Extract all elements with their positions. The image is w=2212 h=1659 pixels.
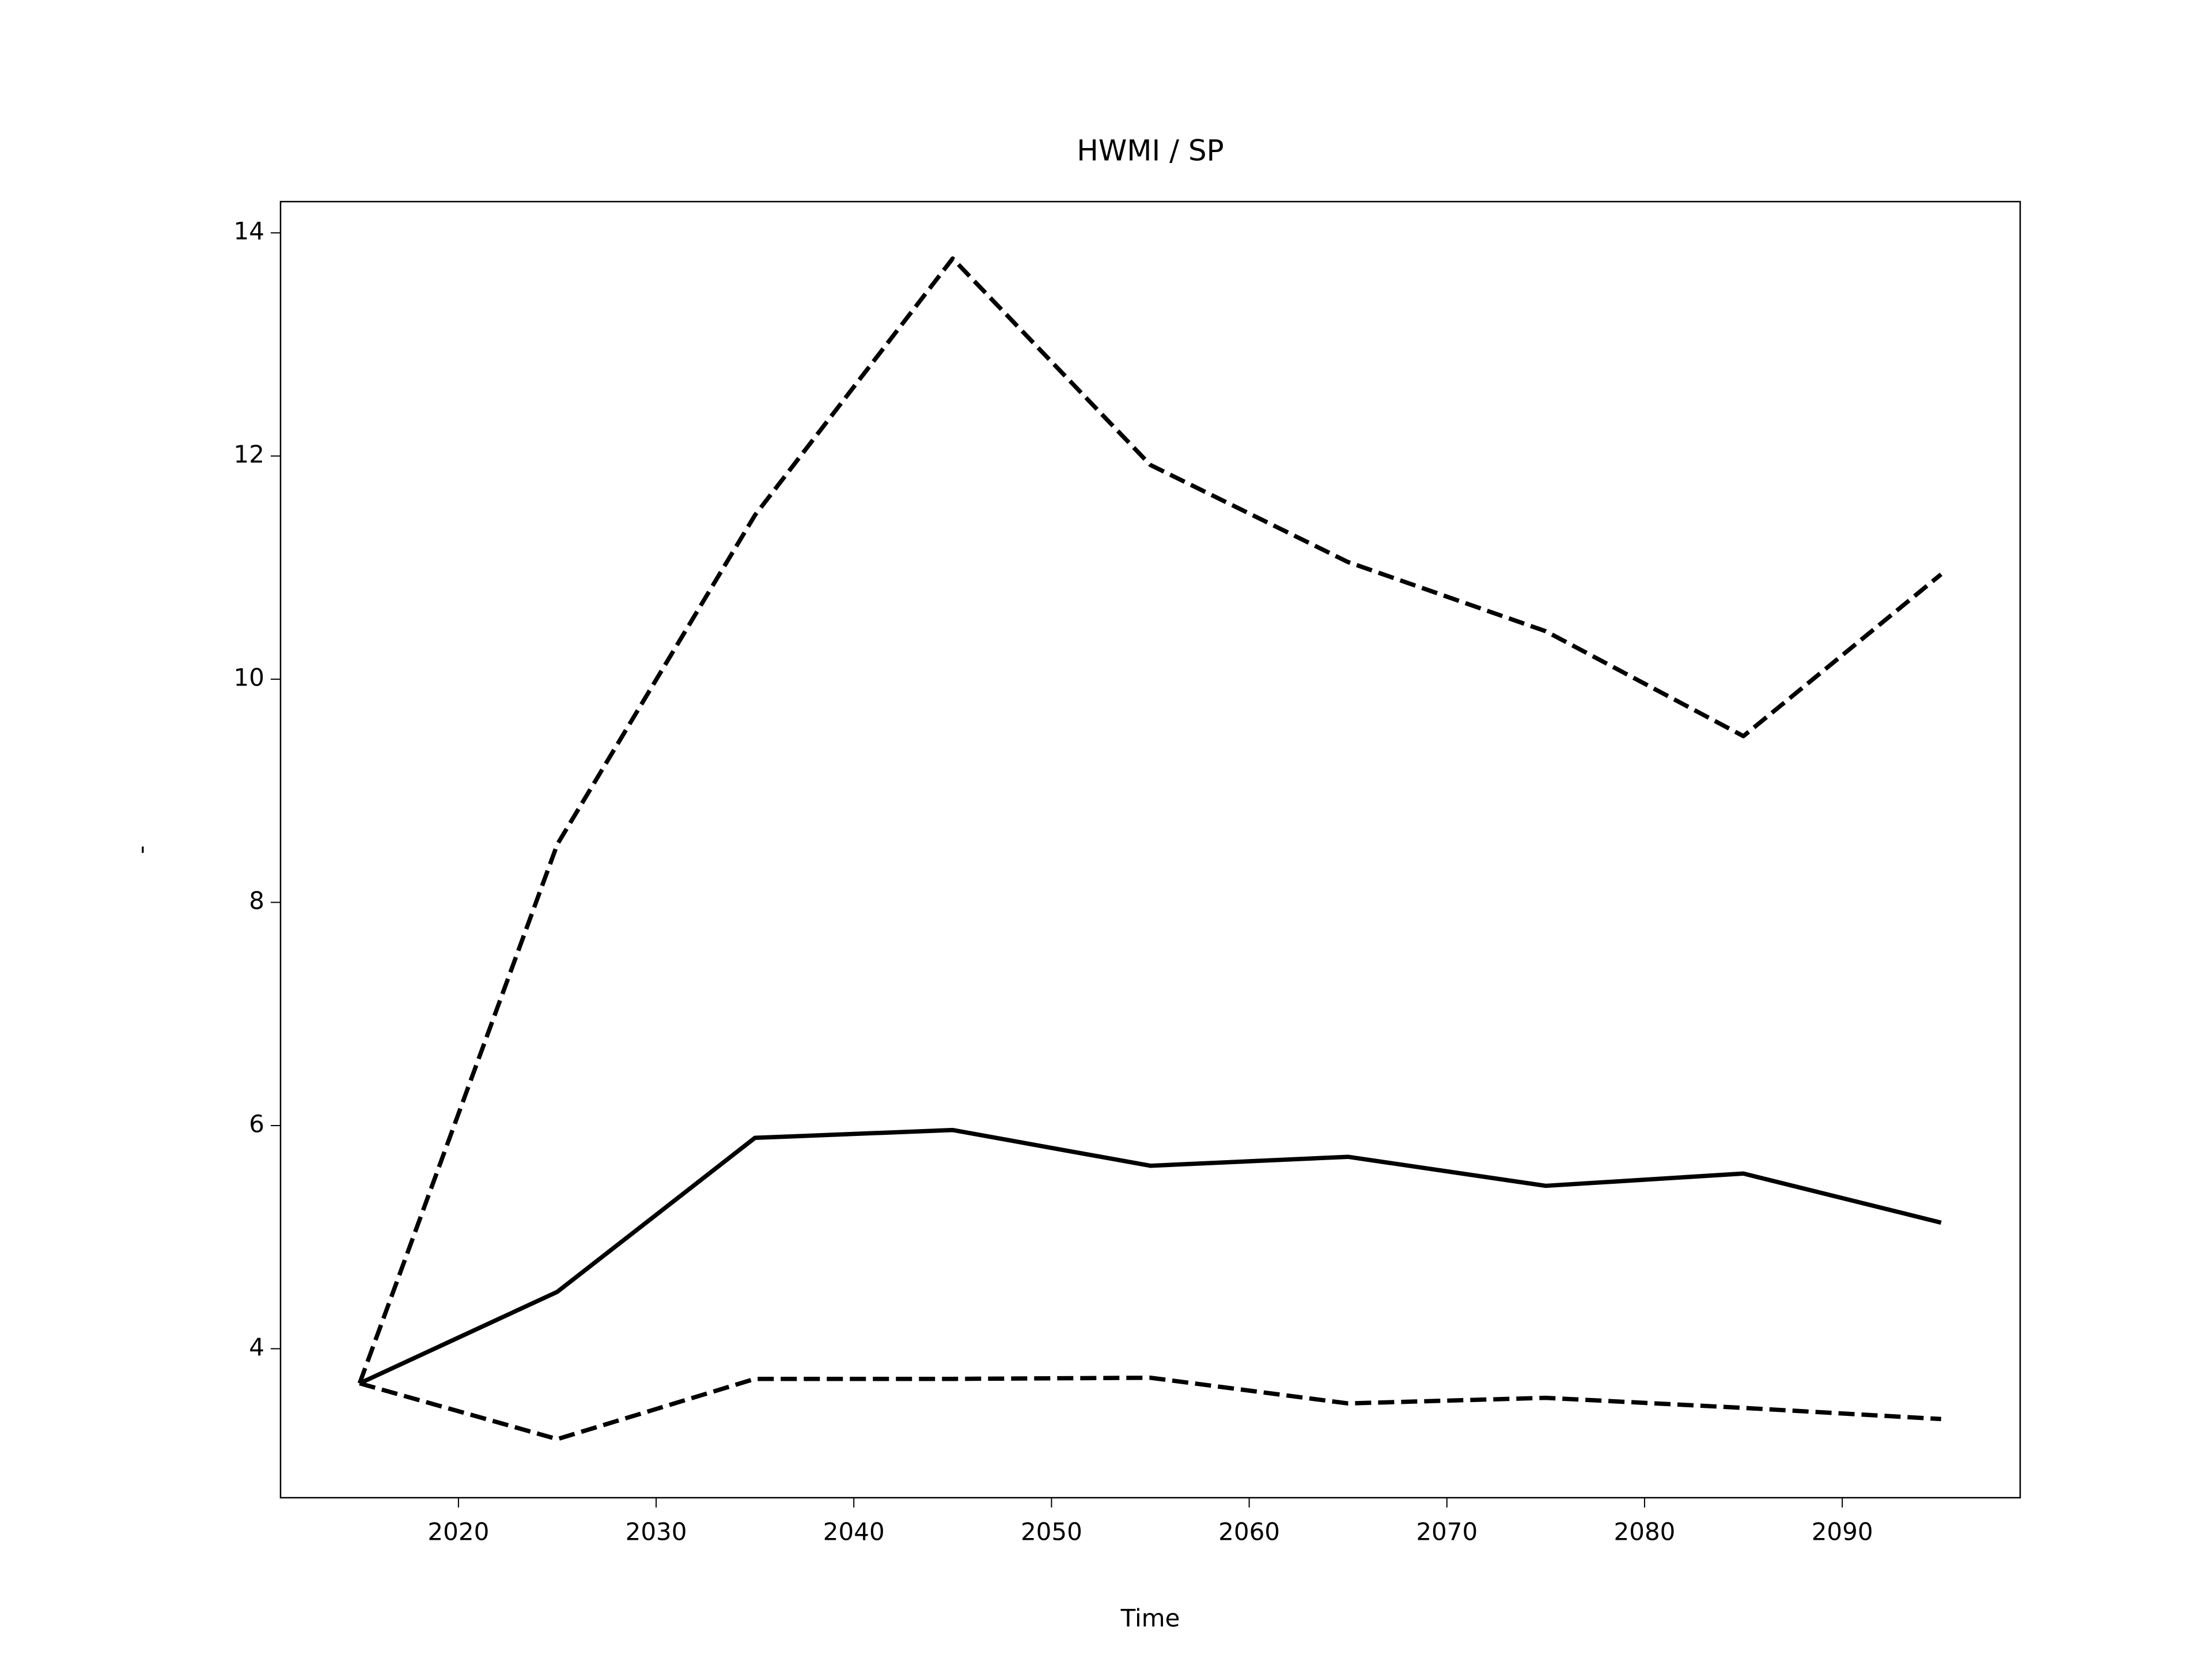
x-tick-label: 2050 (1021, 1518, 1082, 1546)
x-tick-label: 2080 (1614, 1518, 1676, 1546)
x-axis-label: Time (1120, 1604, 1180, 1633)
y-tick-label: 12 (234, 440, 264, 468)
x-tick-label: 2030 (626, 1518, 687, 1546)
x-tick-label: 2040 (823, 1518, 885, 1546)
y-tick-label: 10 (234, 664, 264, 692)
y-tick-label: 14 (234, 217, 264, 245)
y-tick-label: 4 (249, 1333, 264, 1361)
series-line (359, 1376, 1941, 1442)
x-tick-label: 2090 (1812, 1518, 1873, 1546)
series-line (357, 256, 1943, 1384)
y-axis-label: - (127, 845, 156, 854)
x-tick-label: 2070 (1416, 1518, 1478, 1546)
plot-frame (279, 200, 2021, 1499)
x-tick-label: 2020 (427, 1518, 489, 1546)
y-tick-label: 6 (249, 1109, 264, 1138)
x-tick-label: 2060 (1218, 1518, 1280, 1546)
chart-title: HWMI / SP (1077, 134, 1224, 168)
series-line (358, 1127, 1942, 1385)
y-tick-label: 8 (249, 887, 264, 915)
